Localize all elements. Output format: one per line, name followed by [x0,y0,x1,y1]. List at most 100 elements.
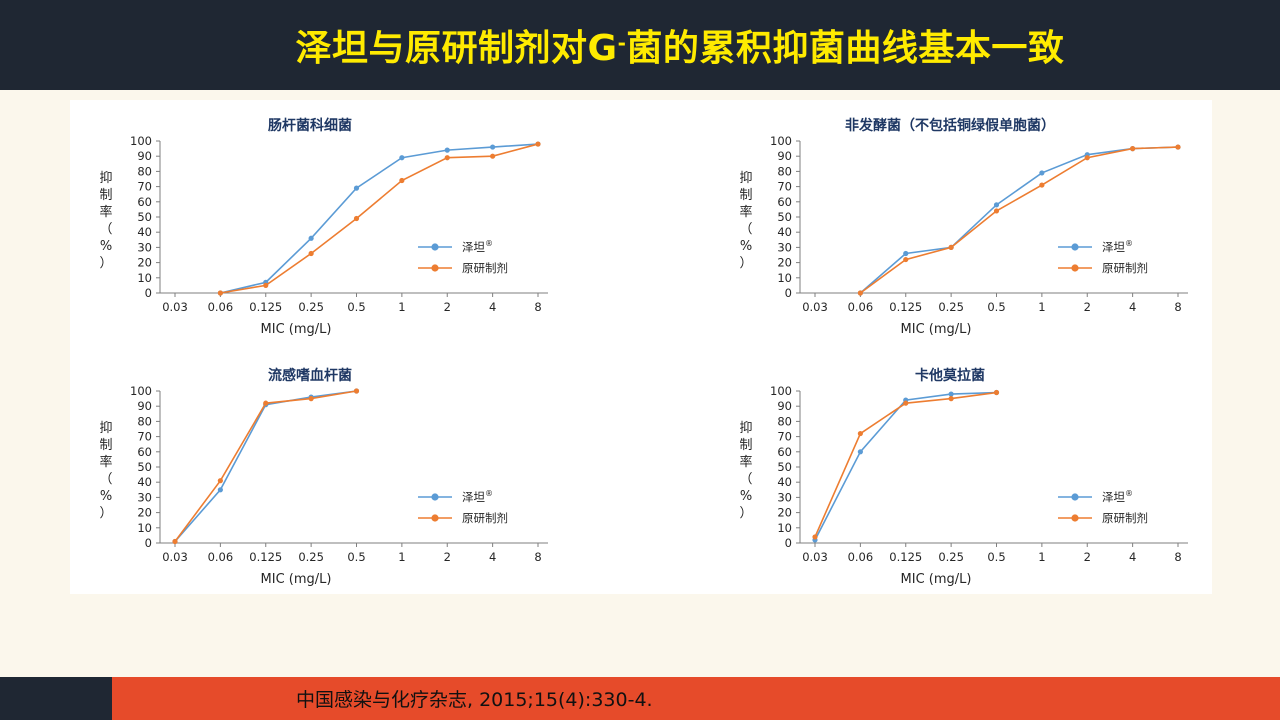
chart-0-series-1-point [353,215,360,222]
chart-1-ytick-label: 50 [777,210,792,224]
chart-0-xtick-label: 4 [489,300,496,314]
chart-2-series-1-point [353,388,360,394]
chart-0-ytick-label: 10 [137,271,152,285]
slide-title-tail: 菌的累积抑菌曲线基本一致 [626,28,1065,69]
chart-3-series-1-point [812,534,818,540]
chart-3-legend-1-label: 原研制剂 [1102,511,1148,525]
chart-3-series-0-point [948,391,954,397]
chart-3-xtick-label: 2 [1084,550,1091,564]
chart-0-x-label: MIC (mg/L) [261,322,332,337]
chart-3-legend-0-swatch-dot [1071,493,1079,501]
chart-0-ytick-label: 100 [130,134,152,148]
chart-0-ytick-label: 50 [137,210,152,224]
chart-1-series-1-point [948,244,954,250]
chart-0-legend-1-label: 原研制剂 [462,261,508,275]
chart-2-ytick-label: 50 [137,460,152,474]
chart-3-ytick-label: 80 [777,414,792,428]
chart-1-xtick-label: 0.03 [802,300,828,314]
chart-1-ytick-label: 0 [785,286,792,300]
chart-0-series-0-point [399,155,405,161]
chart-1-ytick-label: 40 [777,225,792,239]
chart-0-ytick-label: 70 [137,180,152,194]
chart-2-ytick-label: 40 [137,475,152,489]
chart-2-x-label: MIC (mg/L) [261,572,332,587]
chart-3-xtick-label: 0.03 [802,550,828,564]
chart-0-title: 肠杆菌科细菌 [268,117,352,134]
chart-0-xtick-label: 0.5 [347,300,365,314]
chart-1-xtick-label: 0.125 [889,300,922,314]
chart-0-xtick-label: 2 [444,300,451,314]
chart-2-legend-1-swatch-dot [431,514,439,522]
chart-0-series-1-point [263,282,269,288]
chart-2-ytick-label: 100 [130,384,152,398]
chart-1-ytick-label: 100 [770,134,792,148]
chart-0-y-label: 抑制率（%） [99,171,112,271]
chart-0-series-1-line [220,143,539,294]
chart-2-xtick-label: 0.03 [162,550,188,564]
chart-2-xtick-label: 0.25 [298,550,324,564]
chart-1-xtick-label: 8 [1174,300,1181,314]
chart-1-series-0-point [903,250,909,257]
chart-1-series-1-point [1130,146,1136,152]
chart-2-legend-0-label: 泽坦® [462,489,493,504]
chart-3-ytick-label: 0 [785,536,792,550]
chart-1-legend-0-label: 泽坦® [1102,239,1133,254]
chart-3-legend-0-label: 泽坦® [1102,489,1133,504]
chart-0-ytick-label: 90 [137,149,152,163]
chart-0-series-1-point [217,290,223,296]
chart-2-title: 流感嗜血杆菌 [268,367,352,384]
chart-1-xtick-label: 2 [1084,300,1091,314]
chart-3-series-1-point [857,430,863,437]
chart-3-ytick-label: 10 [777,521,792,535]
chart-3-series-1-line [814,391,997,538]
chart-1-series-0-point [1039,170,1045,176]
chart-1-series-1-point [1175,144,1181,150]
chart-1-series-1-point [903,256,909,263]
chart-3-xtick-label: 4 [1129,550,1136,564]
chart-1-ytick-label: 80 [777,164,792,178]
chart-0-xtick-label: 8 [534,300,541,314]
chart-0-legend-1-swatch-dot [431,264,439,272]
chart-0-xtick-label: 1 [398,300,405,314]
chart-3-xtick-label: 0.5 [987,550,1005,564]
chart-2-ytick-label: 70 [137,430,152,444]
chart-2-series-1-line [174,390,357,542]
chart-0-ytick-label: 20 [137,256,152,270]
chart-2-series-1-point [172,538,178,545]
chart-1-legend-1-swatch-dot [1071,264,1079,272]
chart-1-title: 非发酵菌（不包括铜绿假单胞菌） [845,117,1055,134]
chart-3-title: 卡他莫拉菌 [915,367,985,384]
chart-1-series-0-point [993,202,1000,208]
chart-3-xtick-label: 0.125 [889,550,922,564]
chart-2-series-0-line [174,390,357,543]
chart-2-series-1-point [263,400,269,406]
chart-1-xtick-label: 1 [1038,300,1045,314]
figure-panel [70,100,1212,594]
chart-2-ytick-label: 0 [145,536,152,550]
chart-0-series-0-point [444,147,450,153]
chart-3-xtick-label: 8 [1174,550,1181,564]
chart-2-xtick-label: 1 [398,550,405,564]
chart-2-xtick-label: 4 [489,550,496,564]
chart-3-series-1-point [903,400,909,406]
chart-1-ytick-label: 30 [777,240,792,254]
chart-2-xtick-label: 0.06 [208,550,234,564]
chart-1-series-1-point [1084,155,1090,161]
chart-1-xtick-label: 4 [1129,300,1136,314]
chart-2-ytick-label: 20 [137,506,152,520]
chart-3-series-0-line [814,391,997,541]
chart-1-ytick-label: 60 [777,195,792,209]
slide-title: 泽坦与原研制剂对G - 菌的累积抑菌曲线基本一致 [0,0,1280,90]
chart-3-legend-1-swatch-dot [1071,514,1079,522]
chart-3-ytick-label: 30 [777,490,792,504]
chart-1-ytick-label: 90 [777,149,792,163]
chart-3-x-label: MIC (mg/L) [901,572,972,587]
chart-1-x-label: MIC (mg/L) [901,322,972,337]
citation-text: 中国感染与化疗杂志, 2015;15(4):330-4. [296,689,653,711]
chart-3-series-0-point [857,449,863,455]
chart-0-series-1-point [308,250,314,257]
chart-3-ytick-label: 90 [777,399,792,413]
